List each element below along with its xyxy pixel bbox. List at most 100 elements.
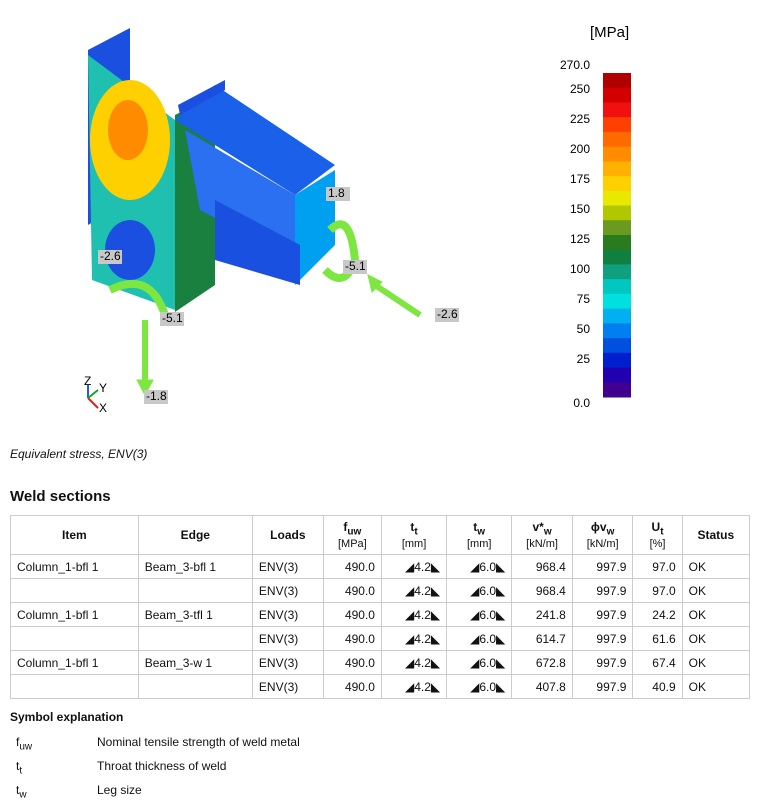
symbol-text: Leg size <box>97 783 142 797</box>
cell: Column_1-bfl 1 <box>10 650 139 675</box>
model <box>88 28 335 312</box>
axis-z: Z <box>84 374 91 388</box>
cell: 490.0 <box>322 554 382 579</box>
load-label: -2.6 <box>437 307 458 321</box>
header-main: ϕv <box>590 520 607 535</box>
header-main: Edge <box>180 528 210 542</box>
label-box <box>98 250 122 264</box>
header-unit: [mm] <box>466 537 492 550</box>
cell: OK <box>681 554 751 579</box>
legend-tick: 50 <box>577 322 591 336</box>
header-cell: ϕvw [kN/m] <box>571 515 634 555</box>
row: Column_1-bfl 1 Beam_3-w 1 ENV(3) 490.0 ◢4.2◣… <box>10 650 751 675</box>
header-main: Loads <box>270 528 306 542</box>
header-unit: [kN/m] <box>526 537 558 550</box>
cell: 997.9 <box>571 650 634 675</box>
cell: Beam_3-tfl 1 <box>137 602 253 627</box>
header-sub: w <box>543 526 552 538</box>
cell: 490.0 <box>322 626 382 651</box>
load-label: -1.8 <box>146 389 167 403</box>
cell: 490.0 <box>322 602 382 627</box>
header-sub: w <box>606 526 615 538</box>
cell: ◢6.0◣ <box>446 674 513 699</box>
symbol-main: f <box>16 735 20 749</box>
color-step <box>603 102 631 118</box>
symbol-row: tw Leg size <box>16 783 142 800</box>
header-cell: v*w [kN/m] <box>511 515 573 555</box>
symbol-main: t <box>16 783 20 797</box>
color-step <box>603 279 631 295</box>
color-step <box>603 146 631 162</box>
symbol-sub: w <box>19 789 27 800</box>
cell: 61.6 <box>632 626 683 651</box>
header-unit: [kN/m] <box>586 537 619 550</box>
cell: 407.8 <box>511 674 573 699</box>
cell: ◢6.0◣ <box>446 650 513 675</box>
header-main: Status <box>697 528 735 542</box>
cell: 40.9 <box>632 674 683 699</box>
legend-tick: 250 <box>570 82 590 96</box>
cell: ◢4.2◣ <box>380 626 448 651</box>
symbol-text: Throat thickness of weld <box>97 759 227 773</box>
cell: ◢4.2◣ <box>380 602 448 627</box>
header-main: Item <box>62 528 87 542</box>
cell: Column_1-bfl 1 <box>10 602 139 627</box>
color-step <box>603 323 631 339</box>
legend-tick: 200 <box>570 142 590 156</box>
header-cell: Edge <box>137 515 253 555</box>
cell: OK <box>681 602 751 627</box>
cell: 968.4 <box>511 578 573 603</box>
cell: 614.7 <box>511 626 573 651</box>
header-unit: [mm] <box>401 537 427 550</box>
colorbar: 270.0 250 225 200 175 150 125 100 75 50 25 0.0 <box>560 58 631 410</box>
color-step <box>603 161 631 177</box>
cell: ENV(3) <box>251 650 324 675</box>
legend-tick: 225 <box>570 112 590 126</box>
header-cell: tt [mm] <box>380 515 448 555</box>
cell: 997.9 <box>571 578 634 603</box>
color-step <box>603 190 631 207</box>
legend-tick: 0.0 <box>573 396 590 410</box>
color-step <box>603 131 631 148</box>
color-step <box>603 73 631 89</box>
cell: OK <box>681 626 751 651</box>
symbol-row: fuw Nominal tensile strength of weld meta… <box>16 735 300 752</box>
weld-table: Item Edge Loads fuw [MPa] tt [mm] tw [mm] v*w [kN/… <box>10 515 751 699</box>
load-label: -5.1 <box>162 311 183 325</box>
header-main: v* <box>532 520 544 535</box>
row: ENV(3) 490.0 ◢4.2◣ ◢6.0◣ 407.8 997.9 40.9 OK <box>10 674 751 699</box>
cell <box>137 626 253 651</box>
header-sub: w <box>477 526 486 538</box>
symbol-sub: t <box>19 765 23 777</box>
header-cell: tw [mm] <box>446 515 513 555</box>
cell: 997.9 <box>571 626 634 651</box>
cell: OK <box>681 578 751 603</box>
cell: ◢6.0◣ <box>446 602 513 627</box>
axis-y: Y <box>99 381 107 395</box>
legend-tick: 270.0 <box>560 58 590 72</box>
color-step <box>603 235 631 251</box>
header-unit: [MPa] <box>338 537 367 550</box>
figure: -2.6 1.8 -5.1 -5.1 -2.6 -1.8 Z Y X [MPa] 270.… <box>84 24 631 415</box>
cell: ◢4.2◣ <box>380 578 448 603</box>
symbol-main: t <box>16 759 20 773</box>
header-main: t <box>410 520 415 535</box>
header-sub: t <box>660 526 664 538</box>
cell: 968.4 <box>511 554 573 579</box>
cell: 97.0 <box>632 554 683 579</box>
color-step <box>603 249 631 265</box>
color-step <box>603 308 631 324</box>
color-step <box>603 338 631 354</box>
cell: 241.8 <box>511 602 573 627</box>
row: Column_1-bfl 1 Beam_3-tfl 1 ENV(3) 490.0 ◢4.… <box>10 602 751 627</box>
cell: ◢6.0◣ <box>446 554 513 579</box>
header-main: U <box>651 520 661 535</box>
symbols-title: Symbol explanation <box>10 710 124 724</box>
label-box <box>144 390 168 404</box>
row: ENV(3) 490.0 ◢4.2◣ ◢6.0◣ 968.4 997.9 97.0 OK <box>10 578 751 603</box>
header-cell: Ut [%] <box>632 515 683 555</box>
legend-tick: 125 <box>570 232 590 246</box>
cell <box>10 626 139 651</box>
cell: ◢4.2◣ <box>380 554 448 579</box>
